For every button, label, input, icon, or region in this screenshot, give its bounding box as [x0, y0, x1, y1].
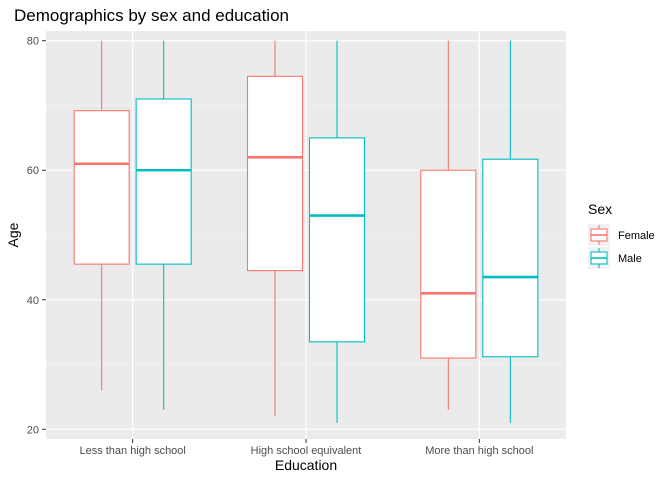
legend-title: Sex	[588, 201, 612, 217]
x-tick-label: Less than high school	[79, 445, 185, 457]
x-axis: Less than high school High school equival…	[79, 439, 533, 457]
y-tick-label: 80	[27, 36, 39, 48]
legend: Sex Female Male	[588, 201, 655, 269]
box	[482, 158, 539, 358]
boxplots	[73, 40, 539, 423]
legend-label: Male	[618, 253, 642, 265]
major-gridlines	[46, 31, 566, 439]
legend-label: Female	[618, 230, 655, 242]
boxplot-female-0	[73, 40, 130, 391]
boxplot-female-1	[246, 40, 304, 417]
box	[135, 98, 192, 265]
boxplot-female-2	[420, 40, 477, 410]
y-tick-label: 40	[27, 295, 39, 307]
box	[73, 110, 130, 265]
y-axis: 20 40 60 80	[27, 36, 46, 436]
box	[420, 169, 477, 359]
boxplot-male-0	[135, 40, 192, 410]
y-tick-label: 60	[27, 165, 39, 177]
y-tick-label: 20	[27, 424, 39, 436]
boxplot-male-2	[482, 40, 539, 423]
legend-item-female: Female	[588, 224, 655, 246]
x-tick-label: More than high school	[425, 445, 533, 457]
chart-title: Demographics by sex and education	[14, 6, 289, 25]
x-tick-label: High school equivalent	[251, 445, 362, 457]
box	[308, 137, 366, 343]
x-axis-title: Education	[275, 457, 337, 473]
y-axis-title: Age	[5, 222, 21, 247]
legend-item-male: Male	[588, 247, 642, 269]
box	[246, 75, 304, 272]
boxplot-male-1	[308, 40, 366, 423]
